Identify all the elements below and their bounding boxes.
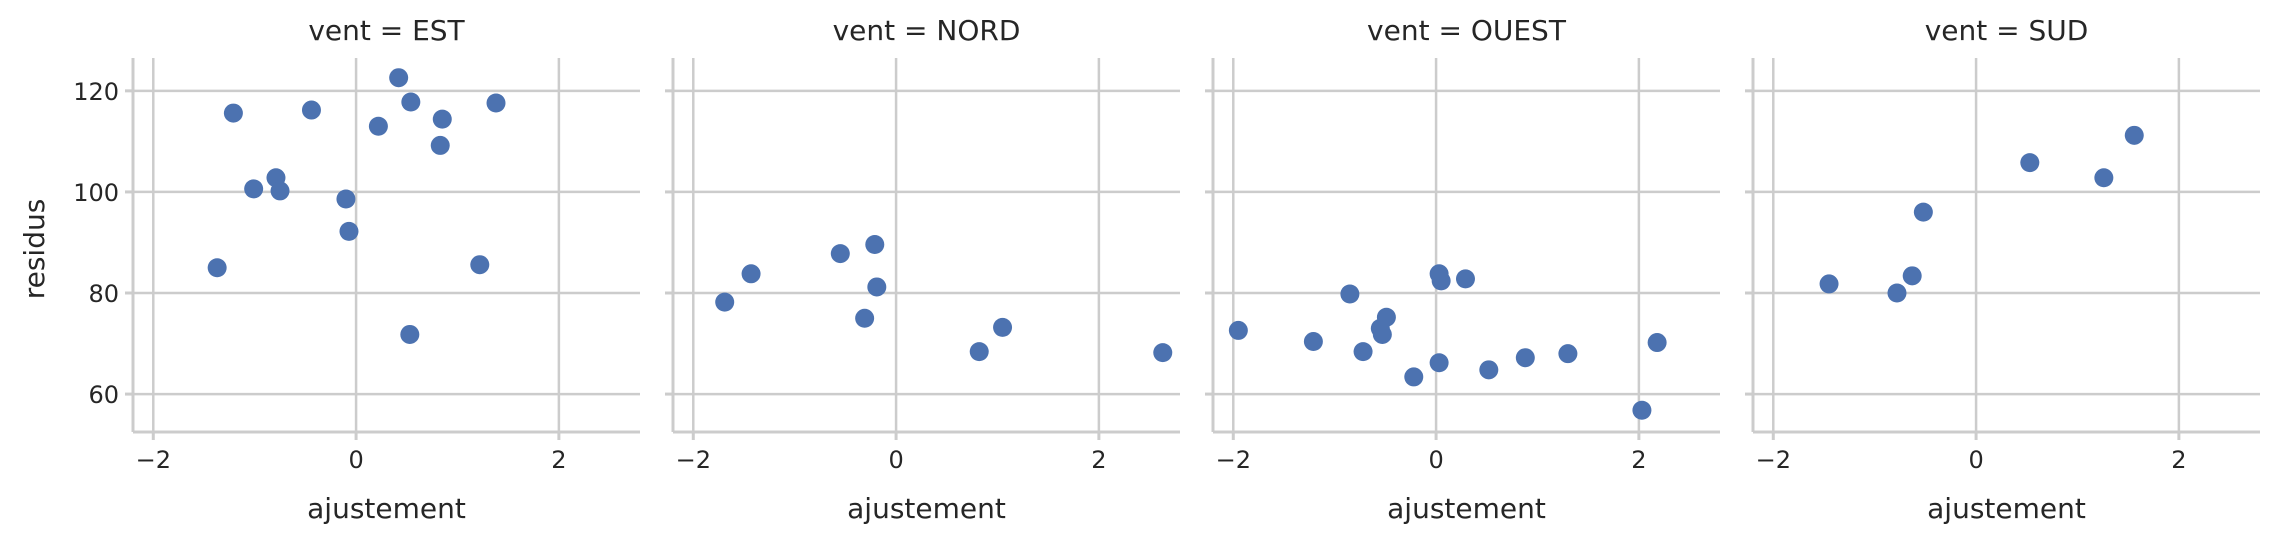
data-point — [339, 221, 359, 241]
facet-panel-2: −2 0 2 vent = NORD ajustement — [665, 14, 1180, 525]
y-tick-label: 80 — [88, 280, 119, 308]
data-point — [432, 109, 452, 129]
x-tick-label: 2 — [2171, 446, 2186, 474]
data-point — [207, 258, 227, 278]
data-point — [301, 100, 321, 120]
data-point — [1479, 360, 1499, 380]
x-axis-label: ajustement — [847, 492, 1006, 525]
data-point — [1376, 307, 1396, 327]
data-point — [401, 92, 421, 112]
y-tick-label: 120 — [73, 78, 119, 106]
data-point — [1431, 271, 1451, 291]
data-point — [1372, 324, 1392, 344]
data-point — [855, 308, 875, 328]
data-point — [715, 292, 735, 312]
y-axis-label: residus — [18, 199, 51, 300]
x-tick-label: 2 — [1631, 446, 1646, 474]
data-point — [400, 324, 420, 344]
data-point — [1647, 333, 1667, 353]
y-tick-label: 100 — [73, 179, 119, 207]
data-point — [865, 234, 885, 254]
data-point — [1887, 283, 1907, 303]
data-point — [1340, 284, 1360, 304]
data-point — [1819, 274, 1839, 294]
data-point — [244, 179, 264, 199]
data-point — [2124, 125, 2144, 145]
data-point — [1228, 320, 1248, 340]
data-point — [486, 93, 506, 113]
x-tick-label: 0 — [888, 446, 903, 474]
data-point — [470, 255, 490, 275]
data-point — [969, 342, 989, 362]
data-point — [2094, 168, 2114, 188]
y-tick-label: 60 — [88, 381, 119, 409]
x-tick-label: 2 — [1091, 446, 1106, 474]
x-tick-label: −2 — [1216, 446, 1251, 474]
x-tick-label: 0 — [348, 446, 363, 474]
x-tick-label: 0 — [1968, 446, 1983, 474]
facet-panel-3: −2 0 2 vent = OUEST ajustement — [1205, 14, 1720, 525]
x-tick-label: −2 — [1756, 446, 1791, 474]
data-point — [867, 277, 887, 297]
data-point — [368, 116, 388, 136]
data-point — [389, 68, 409, 88]
data-point — [1153, 343, 1173, 363]
x-tick-label: −2 — [136, 446, 171, 474]
x-axis-label: ajustement — [307, 492, 466, 525]
data-point — [223, 103, 243, 123]
facet-title: vent = OUEST — [1367, 14, 1567, 47]
data-point — [741, 264, 761, 284]
data-point — [1303, 332, 1323, 352]
data-point — [1353, 342, 1373, 362]
data-point — [830, 244, 850, 264]
data-point — [1404, 367, 1424, 387]
x-axis-label: ajustement — [1387, 492, 1546, 525]
data-point — [1913, 202, 1933, 222]
data-point — [1558, 344, 1578, 364]
x-tick-label: −2 — [676, 446, 711, 474]
facet-title: vent = SUD — [1925, 14, 2089, 47]
facet-title: vent = NORD — [833, 14, 1021, 47]
facet-panel-4: −2 0 2 vent = SUD ajustement — [1745, 14, 2260, 525]
facet-panel-1: −2 0 2 60 80 100 120 vent = EST ajustement — [73, 14, 640, 525]
x-axis-label: ajustement — [1927, 492, 2086, 525]
data-point — [1455, 269, 1475, 289]
data-point — [336, 189, 356, 209]
data-point — [1632, 400, 1652, 420]
x-tick-label: 0 — [1428, 446, 1443, 474]
data-point — [2020, 153, 2040, 173]
data-point — [1429, 353, 1449, 373]
facet-title: vent = EST — [308, 14, 465, 47]
x-tick-label: 2 — [551, 446, 566, 474]
data-point — [1902, 266, 1922, 286]
data-point — [1515, 348, 1535, 368]
data-point — [993, 317, 1013, 337]
data-point — [430, 135, 450, 155]
data-point — [270, 181, 290, 201]
